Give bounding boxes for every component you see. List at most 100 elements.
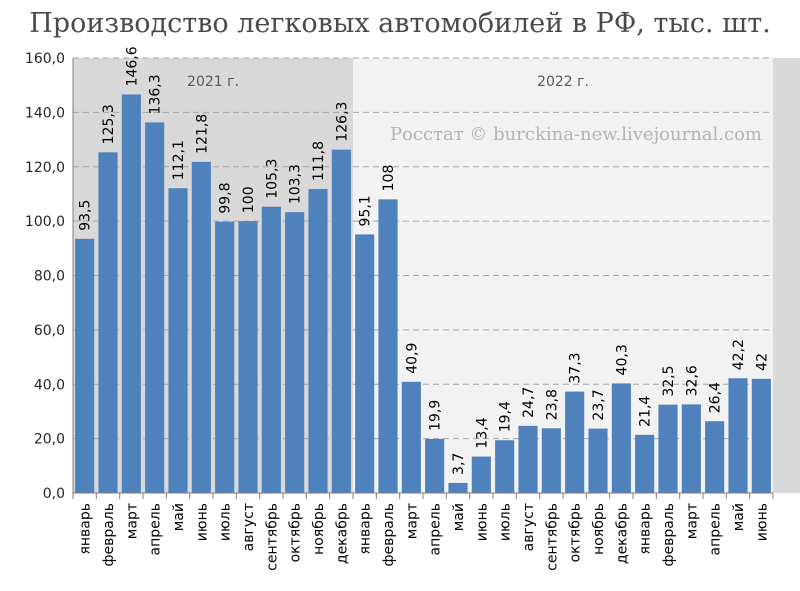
value-label: 40,9	[404, 343, 420, 374]
y-tick-label: 20,0	[34, 432, 65, 448]
bar	[705, 421, 725, 493]
x-tick-label: февраль	[381, 503, 397, 567]
value-label: 24,7	[521, 387, 537, 418]
bar	[378, 199, 398, 493]
value-label: 42	[754, 353, 770, 371]
x-tick-label: ноябрь	[311, 503, 327, 555]
value-label: 13,4	[474, 417, 490, 448]
value-label: 121,8	[194, 114, 210, 154]
x-tick-label: июнь	[194, 503, 210, 541]
x-tick-label: октябрь	[288, 503, 304, 562]
x-tick-label: июль	[218, 503, 234, 541]
watermark-text: Росстат © burckina-new.livejournal.com	[390, 124, 762, 145]
x-tick-label: октябрь	[568, 503, 584, 562]
x-tick-label: март	[404, 503, 420, 539]
x-tick-label: апрель	[708, 503, 724, 555]
bar	[331, 149, 351, 493]
value-label: 21,4	[638, 396, 654, 427]
y-tick-label: 120,0	[25, 160, 65, 176]
value-label: 40,3	[614, 344, 630, 375]
value-label: 23,8	[544, 389, 560, 420]
value-label: 19,9	[428, 400, 444, 431]
value-label: 3,7	[451, 453, 467, 475]
value-label: 103,3	[288, 164, 304, 204]
bar	[168, 188, 188, 493]
bar	[588, 428, 608, 493]
x-tick-label: декабрь	[334, 503, 350, 564]
value-label: 136,3	[148, 74, 164, 114]
value-label: 111,8	[311, 141, 327, 181]
x-tick-label: август	[521, 503, 537, 551]
x-tick-label: январь	[638, 503, 654, 555]
y-tick-label: 80,0	[34, 269, 65, 285]
bar	[565, 391, 585, 493]
x-tick-label: май	[731, 503, 747, 531]
x-tick-label: сентябрь	[544, 503, 560, 571]
bar	[98, 152, 118, 493]
value-label: 23,7	[591, 389, 607, 420]
bar	[401, 381, 421, 493]
bar	[75, 238, 95, 493]
value-label: 108	[381, 165, 397, 192]
x-tick-label: февраль	[661, 503, 677, 567]
y-tick-label: 60,0	[34, 323, 65, 339]
bar	[145, 122, 165, 493]
y-tick-label: 0,0	[43, 486, 65, 502]
x-tick-label: январь	[78, 503, 94, 555]
y-tick-label: 40,0	[34, 377, 65, 393]
bar	[658, 404, 678, 493]
value-label: 126,3	[334, 102, 350, 142]
value-label: 32,5	[661, 365, 677, 396]
bar	[495, 440, 515, 493]
x-tick-label: апрель	[428, 503, 444, 555]
bar	[541, 428, 561, 493]
bar	[681, 404, 701, 493]
x-tick-label: июль	[498, 503, 514, 541]
value-label: 32,6	[684, 365, 700, 396]
value-label: 105,3	[264, 159, 280, 199]
y-tick-label: 100,0	[25, 214, 65, 230]
value-label: 42,2	[731, 339, 747, 370]
x-tick-label: ноябрь	[591, 503, 607, 555]
x-tick-label: май	[171, 503, 187, 531]
x-tick-label: март	[684, 503, 700, 539]
x-tick-label: март	[124, 503, 140, 539]
x-tick-label: август	[241, 503, 257, 551]
x-tick-label: июнь	[474, 503, 490, 541]
x-tick-label: январь	[358, 503, 374, 555]
period-label: 2022 г.	[537, 74, 589, 90]
value-label: 95,1	[358, 195, 374, 226]
value-label: 37,3	[568, 352, 584, 383]
x-tick-label: сентябрь	[264, 503, 280, 571]
bar	[121, 94, 141, 494]
period-band-3	[773, 58, 800, 493]
bar	[238, 221, 258, 493]
bar	[751, 378, 771, 493]
value-label: 112,1	[171, 140, 187, 180]
bar	[518, 425, 538, 493]
bar	[611, 383, 631, 493]
x-tick-label: декабрь	[614, 503, 630, 564]
x-tick-label: февраль	[101, 503, 117, 567]
value-label: 99,8	[218, 182, 234, 213]
x-tick-label: апрель	[148, 503, 164, 555]
y-tick-label: 140,0	[25, 105, 65, 121]
bar	[215, 221, 235, 493]
x-tick-label: май	[451, 503, 467, 531]
bar	[635, 434, 655, 493]
period-label: 2021 г.	[187, 74, 239, 90]
bar	[448, 482, 468, 493]
chart-title: Производство легковых автомобилей в РФ, …	[29, 8, 771, 39]
bar	[471, 456, 491, 493]
bar	[425, 438, 445, 493]
value-label: 146,6	[124, 46, 140, 86]
y-tick-label: 160,0	[25, 51, 65, 67]
x-tick-label: июнь	[754, 503, 770, 541]
value-label: 125,3	[101, 104, 117, 144]
bar	[261, 206, 281, 493]
bar	[191, 161, 211, 493]
value-label: 26,4	[708, 382, 724, 413]
value-label: 19,4	[498, 401, 514, 432]
bar	[355, 234, 375, 493]
